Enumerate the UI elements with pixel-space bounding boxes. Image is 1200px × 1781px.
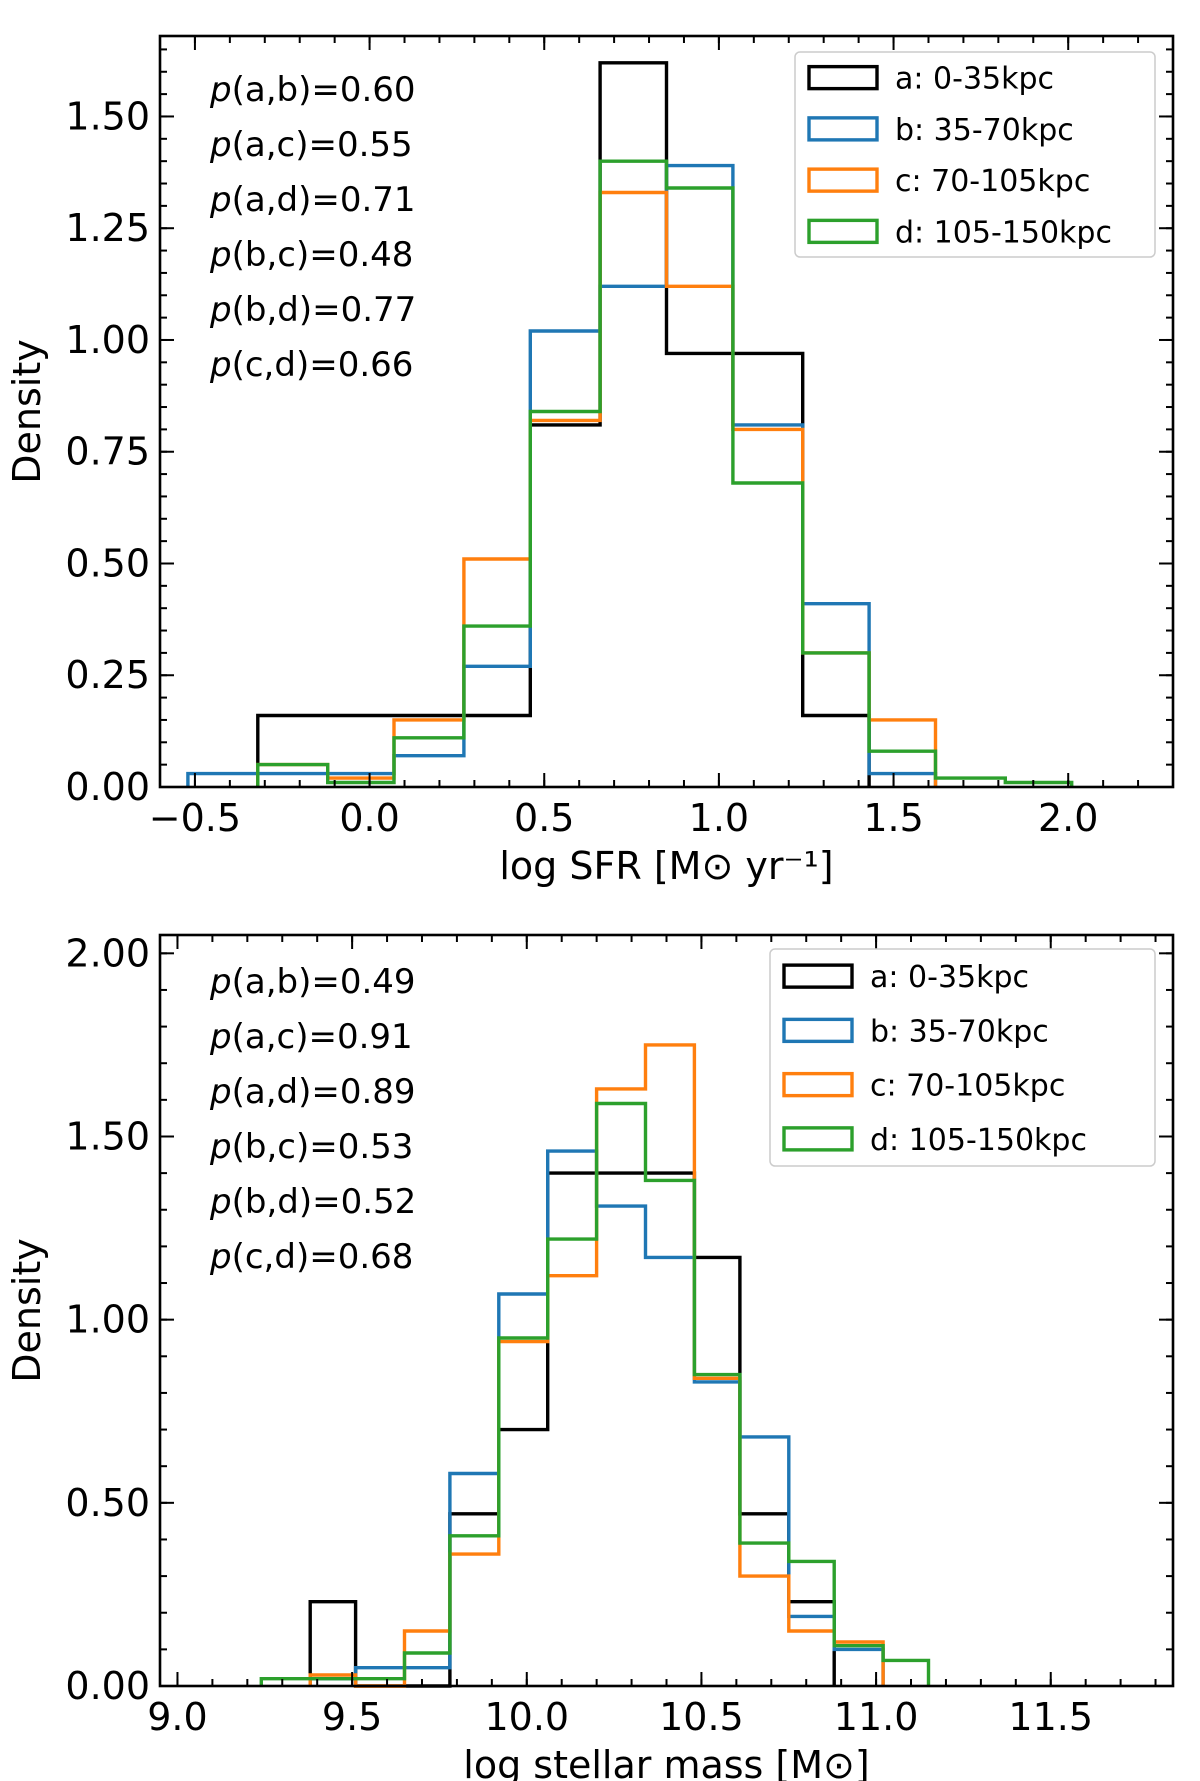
x-tick-label: 0.0 xyxy=(339,796,399,840)
x-tick-label: 0.5 xyxy=(514,796,574,840)
p-symbol: p xyxy=(209,1182,232,1222)
x-tick-label: 2.0 xyxy=(1038,796,1098,840)
legend: a: 0-35kpc b: 35-70kpc c: 70-105kpc d: 105-… xyxy=(769,948,1156,1167)
p-value-text: (a,c)=0.91 xyxy=(232,1017,413,1057)
p-value-annotation: p(b,c)=0.48 xyxy=(209,235,413,275)
y-tick-label: 1.00 xyxy=(65,318,150,362)
legend-swatch xyxy=(782,963,854,989)
x-tick-label: 9.0 xyxy=(147,1695,207,1739)
x-axis-label: log stellar mass [M⊙] xyxy=(463,1743,869,1781)
x-tick-label: −0.5 xyxy=(149,796,241,840)
legend-swatch xyxy=(782,1126,854,1152)
y-axis-label: Density xyxy=(5,1238,49,1382)
p-value-annotation: p(c,d)=0.66 xyxy=(209,345,413,385)
x-tick-label: 11.5 xyxy=(1008,1695,1093,1739)
chart-panel-2: 9.0 9.5 10.0 10.5 11.0 11.5 0.00 0.50 1.00 1.50 2.… xyxy=(5,931,1175,1781)
legend-entry-label: c: 70-105kpc xyxy=(895,164,1090,199)
legend-entry-label: a: 0-35kpc xyxy=(895,62,1054,97)
p-value-annotation: p(a,d)=0.71 xyxy=(209,180,416,220)
p-value-text: (a,b)=0.49 xyxy=(232,962,416,1002)
y-tick-label: 2.00 xyxy=(65,931,150,975)
legend-entry-label: c: 70-105kpc xyxy=(870,1069,1065,1104)
x-axis-label: log SFR [M⊙ yr⁻¹] xyxy=(499,844,833,888)
legend-swatch xyxy=(782,1071,854,1098)
y-tick-label: 0.50 xyxy=(65,541,150,585)
p-symbol: p xyxy=(209,1127,232,1167)
p-value-annotation: p(a,b)=0.49 xyxy=(209,962,416,1002)
p-value-text: (c,d)=0.66 xyxy=(232,345,414,385)
p-value-text: (a,d)=0.89 xyxy=(232,1072,416,1112)
legend-swatch xyxy=(807,218,879,245)
plot-frame xyxy=(158,34,1175,789)
p-value-annotation: p(b,d)=0.52 xyxy=(209,1182,416,1222)
p-symbol: p xyxy=(209,962,232,1002)
p-symbol: p xyxy=(209,290,232,330)
legend-frame xyxy=(769,948,1156,1167)
y-tick-label: 0.25 xyxy=(65,653,150,697)
p-symbol: p xyxy=(209,345,232,385)
legend-frame xyxy=(794,51,1156,258)
y-axis-label: Density xyxy=(5,339,49,483)
p-symbol: p xyxy=(209,235,232,275)
legend-swatch xyxy=(807,167,879,193)
y-tick-label: 1.25 xyxy=(65,206,150,250)
legend-swatch xyxy=(782,1017,854,1044)
x-tick-label: 1.5 xyxy=(863,796,923,840)
p-value-annotation: p(a,c)=0.91 xyxy=(209,1017,413,1057)
y-tick-label: 1.00 xyxy=(65,1298,150,1342)
p-value-annotation: p(b,c)=0.53 xyxy=(209,1127,413,1167)
y-tick-label: 0.00 xyxy=(65,1664,150,1708)
p-symbol: p xyxy=(209,1072,232,1112)
p-value-annotation: p(b,d)=0.77 xyxy=(209,290,416,330)
p-symbol: p xyxy=(209,70,232,110)
legend-entry-label: b: 35-70kpc xyxy=(870,1014,1049,1049)
legend-entry-label: b: 35-70kpc xyxy=(895,113,1074,148)
p-value-text: (b,c)=0.53 xyxy=(232,1127,414,1167)
y-tick-label: 1.50 xyxy=(65,94,150,138)
x-tick-label: 10.5 xyxy=(659,1695,744,1739)
p-value-text: (a,b)=0.60 xyxy=(232,70,416,110)
histogram-series-d xyxy=(259,1101,931,1686)
p-value-text: (a,d)=0.71 xyxy=(232,180,416,220)
legend: a: 0-35kpc b: 35-70kpc c: 70-105kpc d: 105-… xyxy=(794,51,1156,258)
legend-swatch xyxy=(807,64,879,91)
p-value-annotation: p(a,b)=0.60 xyxy=(209,70,416,110)
chart-panel-1: −0.5 0.0 0.5 1.0 1.5 2.0 0.00 0.25 0.50 0.75 1.00 1… xyxy=(5,34,1175,888)
p-value-text: (b,d)=0.52 xyxy=(232,1182,417,1222)
legend-swatch xyxy=(807,116,879,142)
y-tick-label: 0.75 xyxy=(65,430,150,474)
y-tick-label: 0.00 xyxy=(65,765,150,809)
y-tick-label: 0.50 xyxy=(65,1481,150,1525)
histogram-series-c xyxy=(256,190,938,787)
legend-entry-label: a: 0-35kpc xyxy=(870,960,1029,995)
p-value-annotation: p(c,d)=0.68 xyxy=(209,1237,413,1277)
legend-entry-label: d: 105-150kpc xyxy=(870,1123,1087,1158)
p-symbol: p xyxy=(209,125,232,165)
p-value-text: (b,d)=0.77 xyxy=(232,290,417,330)
histogram-series-d xyxy=(256,159,1074,787)
p-symbol: p xyxy=(209,1017,232,1057)
p-value-annotation: p(a,c)=0.55 xyxy=(209,125,413,165)
p-value-text: (c,d)=0.68 xyxy=(232,1237,414,1277)
x-tick-label: 1.0 xyxy=(689,796,749,840)
legend-entry-label: d: 105-150kpc xyxy=(895,215,1112,250)
y-tick-label: 1.50 xyxy=(65,1114,150,1158)
p-symbol: p xyxy=(209,1237,232,1277)
x-tick-label: 9.5 xyxy=(322,1695,382,1739)
p-value-annotation: p(a,d)=0.89 xyxy=(209,1072,416,1112)
x-tick-label: 10.0 xyxy=(484,1695,569,1739)
p-value-text: (b,c)=0.48 xyxy=(232,235,414,275)
p-value-text: (a,c)=0.55 xyxy=(232,125,413,165)
x-tick-label: 11.0 xyxy=(834,1695,919,1739)
p-symbol: p xyxy=(209,180,232,220)
